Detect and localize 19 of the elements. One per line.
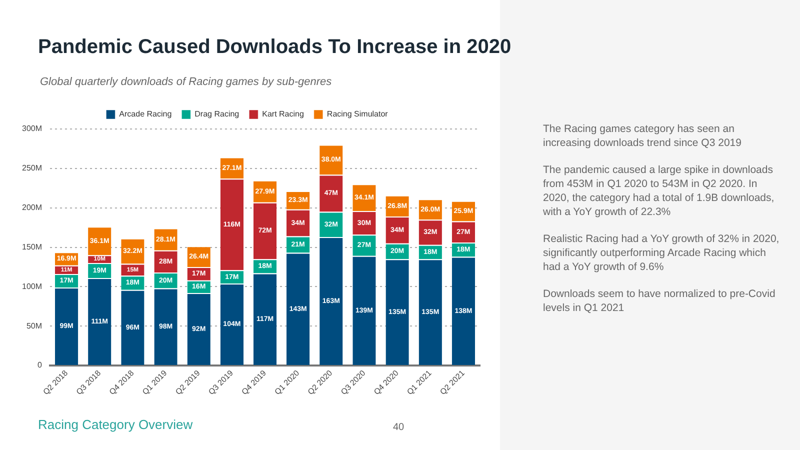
text: Racing Category Overview	[38, 417, 193, 432]
text: The pandemic caused a large spike in downloads from 453M in Q1 2020 to 543M in Q2 2020. In 2020, the category had a total of 1.9B downloads, with a YoY growth of 22.3%	[543, 163, 776, 219]
y-tick-label: 300M	[22, 124, 42, 134]
chart-subtitle: Global quarterly downloads of Racing games by sub-genres	[40, 76, 332, 88]
y-tick-label: 0	[38, 360, 43, 370]
y-tick-label: 200M	[22, 203, 42, 212]
y-tick-label: 250M	[22, 164, 42, 173]
legend-label: Arcade Racing	[119, 110, 172, 119]
text: The Racing games category has seen an increasing downloads trend since Q3 2019	[543, 122, 742, 150]
text: 40	[393, 422, 404, 433]
text: Downloads seem to have normalized to pre-Covid levels in Q1 2021	[543, 287, 776, 315]
y-tick-label: 150M	[22, 242, 42, 252]
chart-title: Pandemic Caused Downloads To Increase in 2020	[38, 36, 512, 59]
y-tick-label: 50M	[26, 321, 42, 330]
text: Realistic Racing had a YoY growth of 32% in 2020, significantly outperforming Arcade Racing which had a YoY growth of 9.6%	[543, 232, 780, 274]
legend-label: Drag Racing	[194, 110, 240, 119]
legend-label: Kart Racing	[262, 110, 304, 119]
legend-label: Racing Simulator	[326, 110, 388, 119]
y-tick-label: 100M	[22, 282, 42, 291]
